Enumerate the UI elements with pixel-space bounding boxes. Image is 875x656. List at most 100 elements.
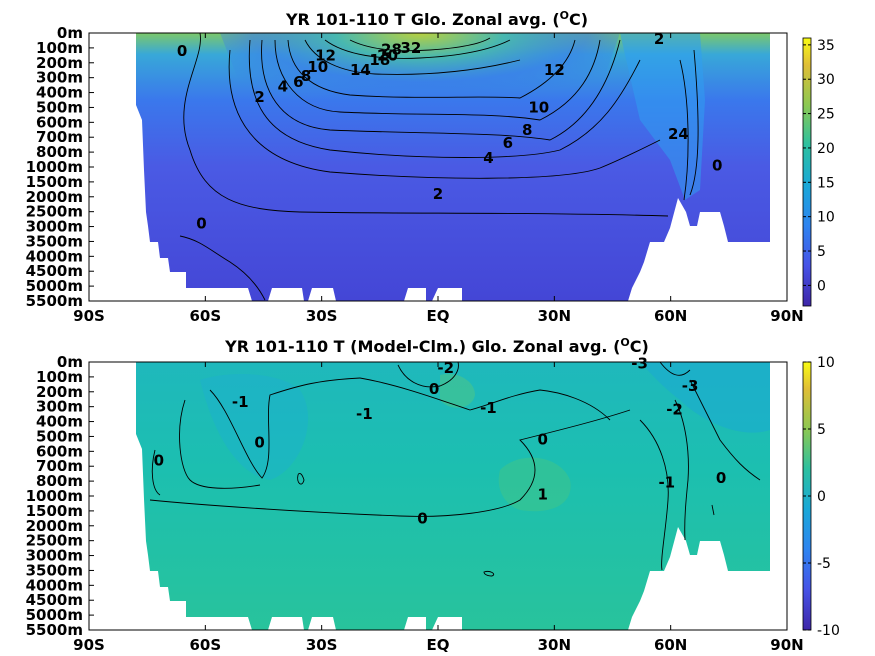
x-tick-label: 30S bbox=[306, 307, 338, 325]
y-tick-label: 400m bbox=[36, 413, 83, 431]
contour-label: -1 bbox=[232, 393, 249, 411]
y-tick-label: 1000m bbox=[26, 158, 83, 176]
x-tick-label: 30N bbox=[538, 636, 571, 654]
contour-label: 0 bbox=[417, 509, 427, 527]
y-tick-label: 100m bbox=[36, 39, 83, 57]
x-tick-label: 60S bbox=[189, 307, 221, 325]
panel-top-x-axis: 90S 60S 30S EQ 30N 60N 90N bbox=[73, 33, 804, 325]
contour-label: 2 bbox=[654, 30, 664, 48]
y-tick-label: 0m bbox=[57, 24, 83, 42]
colorbar-tick-label: 15 bbox=[817, 175, 835, 191]
panel-bottom-contour-labels: -1 0 0 -1 -2 0 -1 0 1 0 -3 -3 -2 -1 0 bbox=[154, 354, 727, 527]
contour-label: 0 bbox=[712, 157, 722, 175]
contour-label: 6 bbox=[503, 134, 513, 152]
panel-bottom-ocean-field bbox=[136, 362, 770, 630]
y-tick-label: 600m bbox=[36, 442, 83, 460]
contour-label: 4 bbox=[278, 78, 288, 96]
panel-bottom: YR 101-110 T (Model-Clm.) Glo. Zonal avg… bbox=[26, 336, 840, 654]
y-tick-label: 500m bbox=[36, 98, 83, 116]
contour-label: 0 bbox=[154, 451, 164, 469]
y-tick-label: 1500m bbox=[26, 173, 83, 191]
y-tick-label: 1000m bbox=[26, 487, 83, 505]
contour-label: 0 bbox=[196, 215, 206, 233]
contour-label: -1 bbox=[480, 399, 497, 417]
x-tick-label: EQ bbox=[427, 307, 450, 325]
contour-label: 0 bbox=[177, 42, 187, 60]
contour-label: 32 bbox=[400, 39, 421, 57]
contour-label: 2 bbox=[254, 88, 264, 106]
contour-label: 0 bbox=[537, 430, 547, 448]
x-tick-label: 30N bbox=[538, 307, 571, 325]
y-tick-label: 0m bbox=[57, 353, 83, 371]
panel-top-n-atlantic-patch bbox=[620, 33, 705, 200]
colorbar-tick-label: 0 bbox=[817, 489, 826, 505]
y-tick-label: 200m bbox=[36, 383, 83, 401]
panel-top-colorbar bbox=[802, 37, 812, 307]
y-tick-label: 3000m bbox=[26, 218, 83, 236]
contour-label: 14 bbox=[350, 61, 371, 79]
contour-label: -3 bbox=[631, 354, 648, 372]
y-tick-label: 4000m bbox=[26, 576, 83, 594]
y-tick-label: 500m bbox=[36, 427, 83, 445]
panel-bottom-y-axis: 0m100m200m300m400m500m600m700m800m1000m1… bbox=[26, 353, 94, 639]
y-tick-label: 2500m bbox=[26, 203, 83, 221]
contour-label: 0 bbox=[254, 433, 264, 451]
y-tick-label: 700m bbox=[36, 128, 83, 146]
y-tick-label: 5500m bbox=[26, 292, 83, 310]
panel-bottom-warm-patch-2 bbox=[440, 373, 475, 408]
contour-label: 0 bbox=[429, 380, 439, 398]
y-tick-label: 200m bbox=[36, 54, 83, 72]
y-tick-label: 5500m bbox=[26, 621, 83, 639]
y-tick-label: 4000m bbox=[26, 247, 83, 265]
colorbar-tick-label: 5 bbox=[817, 244, 826, 260]
contour-label: 6 bbox=[293, 73, 303, 91]
contour-label: 24 bbox=[668, 125, 689, 143]
y-tick-label: 4500m bbox=[26, 262, 83, 280]
colorbar-tick-label: 30 bbox=[817, 72, 835, 88]
x-tick-label: 60S bbox=[189, 636, 221, 654]
colorbar-tick-label: -5 bbox=[817, 556, 831, 572]
panel-bottom-colorbar-ticks: 10 5 0 -5 -10 bbox=[803, 355, 840, 639]
contour-label: 0 bbox=[716, 469, 726, 487]
contour-label: 12 bbox=[315, 46, 336, 64]
contour-label: 18 bbox=[369, 51, 390, 69]
y-tick-label: 4500m bbox=[26, 591, 83, 609]
contour-label: 28 bbox=[381, 40, 402, 58]
contour-label: -1 bbox=[356, 405, 373, 423]
contour-label: 1 bbox=[537, 486, 547, 504]
y-tick-label: 2000m bbox=[26, 517, 83, 535]
panel-top-colorbar-ticks: 35 30 25 20 15 10 5 0 bbox=[803, 38, 835, 294]
colorbar-tick-label: -10 bbox=[817, 623, 840, 639]
panel-top-y-axis: 0m100m200m300m400m500m600m700m800m1000m1… bbox=[26, 24, 94, 310]
y-tick-label: 800m bbox=[36, 143, 83, 161]
panel-bottom-contours bbox=[149, 361, 761, 577]
x-tick-label: 60N bbox=[654, 307, 687, 325]
y-tick-label: 3500m bbox=[26, 561, 83, 579]
x-tick-label: 90N bbox=[770, 636, 803, 654]
x-tick-label: 30S bbox=[306, 636, 338, 654]
contour-label: 2 bbox=[433, 185, 443, 203]
y-tick-label: 5000m bbox=[26, 606, 83, 624]
colorbar-tick-label: 0 bbox=[817, 278, 826, 294]
contour-label: -1 bbox=[658, 474, 675, 492]
y-tick-label: 300m bbox=[36, 69, 83, 87]
contour-label: 12 bbox=[544, 61, 565, 79]
colorbar-tick-label: 10 bbox=[817, 355, 835, 371]
panel-bottom-warm-patch bbox=[498, 457, 571, 512]
colorbar-tick-label: 5 bbox=[817, 422, 826, 438]
contour-label: -2 bbox=[437, 359, 454, 377]
y-tick-label: 100m bbox=[36, 368, 83, 386]
panel-bottom-title: YR 101-110 T (Model-Clm.) Glo. Zonal avg… bbox=[224, 336, 649, 356]
panel-bottom-cool-patch-2 bbox=[200, 374, 309, 480]
contour-label: -3 bbox=[682, 377, 699, 395]
contour-label: -2 bbox=[666, 401, 683, 419]
contour-label: 4 bbox=[483, 149, 493, 167]
y-tick-label: 600m bbox=[36, 113, 83, 131]
y-tick-label: 1500m bbox=[26, 502, 83, 520]
y-tick-label: 800m bbox=[36, 472, 83, 490]
y-tick-label: 400m bbox=[36, 84, 83, 102]
panel-bottom-cool-patch bbox=[640, 362, 770, 433]
contour-label: 20 bbox=[377, 46, 398, 64]
